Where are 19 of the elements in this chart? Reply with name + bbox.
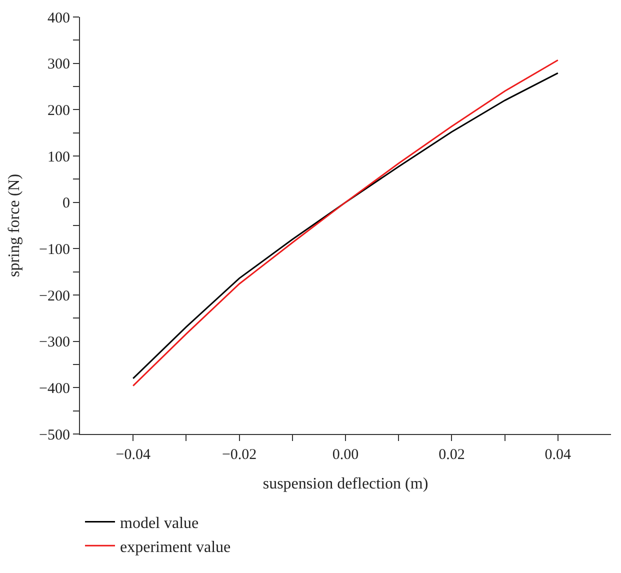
y-tick-label: −200 [39, 288, 70, 304]
y-tick-label: 0 [62, 196, 70, 212]
x-tick-label: 0.02 [438, 447, 465, 463]
y-axis-title: spring force (N) [6, 174, 23, 278]
legend-label: model value [120, 515, 199, 532]
legend-label: experiment value [120, 538, 231, 556]
y-tick-label: −500 [39, 427, 70, 444]
y-tick-label: 400 [48, 10, 70, 26]
x-tick-label: −0.04 [116, 447, 151, 463]
y-tick-label: 100 [48, 149, 70, 166]
y-tick-label: 300 [48, 56, 70, 73]
x-tick-label: −0.02 [222, 447, 257, 463]
y-tick-label: −300 [39, 334, 70, 351]
x-axis-title: suspension deflection (m) [262, 476, 428, 493]
y-tick-label: −400 [39, 380, 70, 397]
x-tick-label: 0.00 [332, 447, 359, 463]
y-tick-label: −100 [39, 242, 70, 258]
y-tick-label: 200 [48, 102, 70, 119]
x-tick-label: 0.04 [544, 447, 572, 463]
